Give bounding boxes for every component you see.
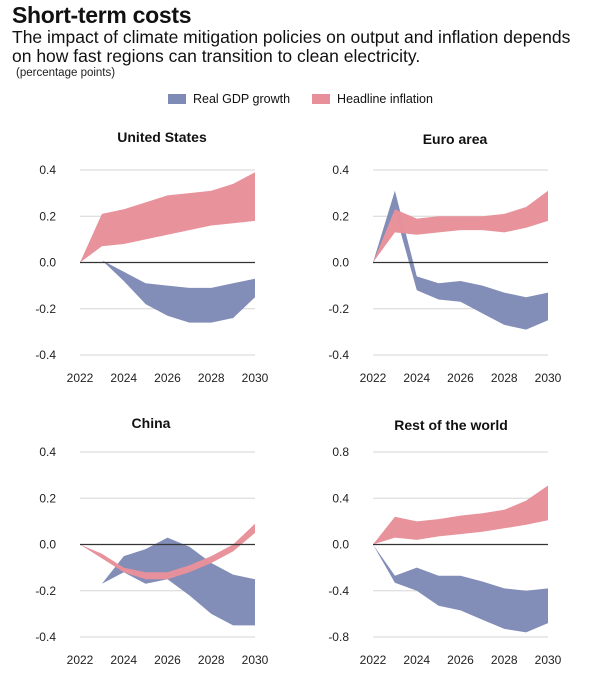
x-tick-label-china: 2022 <box>67 653 94 667</box>
panel-title-china: China <box>132 415 171 431</box>
x-tick-label-euro-area: 2026 <box>447 371 474 385</box>
inflation-band-euro-area <box>373 190 548 263</box>
gdp-band-euro-area <box>373 190 548 330</box>
x-tick-label-euro-area: 2024 <box>403 371 430 385</box>
y-tick-label-united-states: -0.4 <box>35 348 56 362</box>
y-tick-label-china: -0.4 <box>35 630 56 644</box>
x-tick-label-united-states: 2024 <box>110 371 137 385</box>
x-tick-label-rest-of-the-world: 2028 <box>491 653 518 667</box>
x-tick-label-united-states: 2026 <box>154 371 181 385</box>
legend-item-inflation: Headline inflation <box>312 92 433 106</box>
panel-title-euro-area: Euro area <box>423 131 488 147</box>
gdp-band-rest-of-the-world <box>373 544 548 633</box>
inflation-band-rest-of-the-world <box>373 485 548 545</box>
units-label: (percentage points) <box>16 67 116 79</box>
legend: Real GDP growth Headline inflation <box>168 92 433 106</box>
y-tick-label-euro-area: -0.4 <box>328 348 349 362</box>
y-tick-label-united-states: 0.4 <box>39 163 56 177</box>
gdp-band-united-states <box>80 260 255 323</box>
y-tick-label-china: 0.2 <box>39 491 56 505</box>
panel-title-united-states: United States <box>117 129 207 145</box>
y-tick-label-rest-of-the-world: 0.0 <box>332 538 349 552</box>
y-tick-label-united-states: 0.2 <box>39 209 56 223</box>
panel-title-rest-of-the-world: Rest of the world <box>394 417 508 433</box>
x-tick-label-china: 2024 <box>110 653 137 667</box>
x-tick-label-rest-of-the-world: 2024 <box>403 653 430 667</box>
y-tick-label-euro-area: -0.2 <box>328 302 349 316</box>
y-tick-label-euro-area: 0.2 <box>332 209 349 223</box>
legend-label-gdp: Real GDP growth <box>193 92 291 106</box>
y-tick-label-rest-of-the-world: 0.4 <box>332 491 349 505</box>
x-tick-label-china: 2028 <box>198 653 225 667</box>
chart-subtitle: The impact of climate mitigation policie… <box>12 27 571 66</box>
y-tick-label-rest-of-the-world: -0.4 <box>328 584 349 598</box>
y-tick-label-rest-of-the-world: -0.8 <box>328 630 349 644</box>
x-tick-label-rest-of-the-world: 2026 <box>447 653 474 667</box>
legend-label-inflation: Headline inflation <box>337 92 433 106</box>
x-tick-label-euro-area: 2028 <box>491 371 518 385</box>
legend-item-gdp: Real GDP growth <box>168 92 290 106</box>
y-tick-label-china: 0.4 <box>39 445 56 459</box>
y-tick-label-euro-area: 0.0 <box>332 256 349 270</box>
x-tick-label-united-states: 2028 <box>198 371 225 385</box>
x-tick-label-rest-of-the-world: 2030 <box>535 653 562 667</box>
legend-swatch-gdp <box>168 94 186 104</box>
legend-swatch-inflation <box>312 94 331 104</box>
y-tick-label-united-states: -0.2 <box>35 302 56 316</box>
x-tick-label-china: 2030 <box>242 653 269 667</box>
x-tick-label-united-states: 2030 <box>242 371 269 385</box>
y-tick-label-china: -0.2 <box>35 584 56 598</box>
y-tick-label-euro-area: 0.4 <box>332 163 349 177</box>
x-tick-label-euro-area: 2030 <box>535 371 562 385</box>
y-tick-label-rest-of-the-world: 0.8 <box>332 445 349 459</box>
y-tick-label-china: 0.0 <box>39 538 56 552</box>
x-tick-label-rest-of-the-world: 2022 <box>360 653 387 667</box>
x-tick-label-euro-area: 2022 <box>360 371 387 385</box>
x-tick-label-united-states: 2022 <box>67 371 94 385</box>
gdp-band-china <box>80 537 255 626</box>
x-tick-label-china: 2026 <box>154 653 181 667</box>
chart-title: Short-term costs <box>12 2 192 28</box>
y-tick-label-united-states: 0.0 <box>39 256 56 270</box>
inflation-band-united-states <box>80 172 255 263</box>
